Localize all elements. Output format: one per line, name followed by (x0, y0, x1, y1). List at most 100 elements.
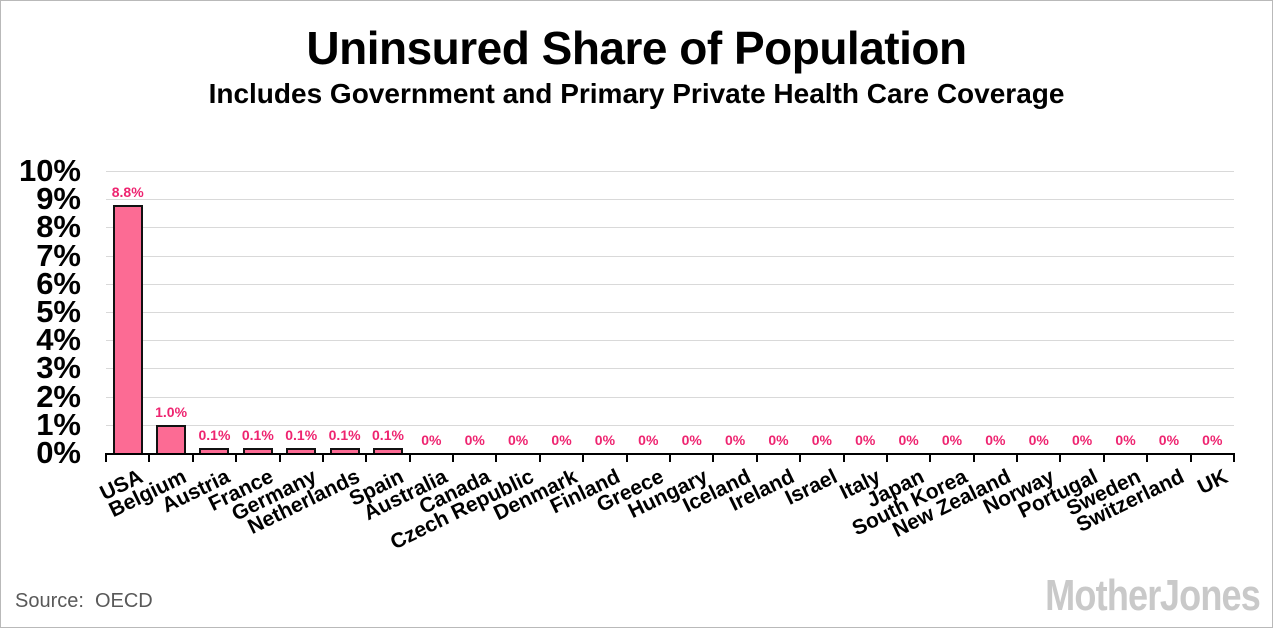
bar-cell: 0% (1191, 171, 1234, 453)
x-axis-tick (799, 453, 802, 462)
x-axis-category-label: UK (1194, 465, 1232, 499)
bar-cell: 0% (540, 171, 583, 453)
bar-value-label: 8.8% (111, 183, 144, 200)
bar-cell: 0% (974, 171, 1017, 453)
bar-value-label: 0% (724, 432, 746, 448)
y-axis-labels: 0% 1% 2% 3% 4% 5% 6% 7% 8% 9% 10% (1, 155, 81, 469)
x-axis-tick (452, 453, 455, 462)
bar-cell: 0% (757, 171, 800, 453)
x-axis-tick (191, 453, 194, 462)
gridline (106, 255, 1234, 257)
x-axis-tick (495, 453, 498, 462)
x-axis-tick (972, 453, 975, 462)
bar-value-label: 0.1% (328, 427, 361, 443)
bar-cell: 0% (1147, 171, 1190, 453)
chart-subtitle: Includes Government and Primary Private … (208, 78, 1065, 109)
mother-jones-logo: Mother Jones (1045, 571, 1261, 620)
y-axis-tick-label: 2% (36, 378, 81, 414)
plot-area: 8.8% 1.0% 0.1% 0.1% 0.1% 0.1% 0.1% 0% 0% 0% 0% 0% 0%… (105, 171, 1235, 462)
x-axis-tick (625, 453, 628, 462)
x-axis-tick (235, 453, 238, 462)
bar-cell: 0.1% (280, 171, 323, 453)
bar-value-label: 0% (421, 432, 442, 448)
bar-value-label: 0% (1202, 432, 1223, 448)
bar-value-label: 0% (811, 432, 832, 448)
y-axis-tick-label: 0% (36, 435, 81, 470)
bar-value-label: 0% (855, 432, 876, 448)
bar-cell: 0% (453, 171, 496, 453)
x-axis-tick (582, 453, 585, 462)
bar-cell: 8.8% (106, 171, 149, 453)
bar-cell: 0% (1104, 171, 1147, 453)
bar-cell: 1.0% (149, 171, 192, 453)
bar-value-label: 0.1% (241, 427, 274, 443)
bar-value-label: 0% (681, 432, 702, 448)
bar-cell: 0.1% (366, 171, 409, 453)
chart-title: Uninsured Share of Population (306, 22, 967, 74)
bar-value-label: 0% (508, 432, 529, 448)
gridline (106, 171, 1234, 172)
bar-value-label: 0% (594, 432, 616, 448)
bar-cell: 0% (844, 171, 887, 453)
x-axis-tick (321, 453, 324, 462)
bar (156, 424, 187, 453)
gridline (106, 227, 1234, 229)
x-axis-tick (1189, 453, 1192, 462)
bar-value-label: 0% (1072, 432, 1093, 448)
bar (372, 448, 403, 453)
source-value: OECD (94, 590, 153, 612)
bar (286, 448, 317, 453)
bar-value-label: 0.1% (372, 427, 404, 443)
y-axis-tick-label: 10% (18, 153, 81, 188)
gridline (106, 312, 1234, 313)
x-axis-tick (365, 453, 368, 462)
bar-value-label: 0.1% (285, 427, 318, 443)
gridline (106, 368, 1234, 370)
bar-value-label: 0% (898, 432, 919, 448)
bar-cell: 0% (713, 171, 756, 453)
y-axis-tick-label: 4% (36, 322, 81, 358)
x-axis-tick (712, 453, 715, 462)
x-axis-tick (1146, 453, 1149, 462)
bar-cell: 0% (1017, 171, 1060, 453)
x-axis-tick (842, 453, 845, 462)
x-axis-tick (278, 453, 281, 462)
gridline (106, 199, 1234, 201)
x-axis-tick (1102, 453, 1105, 462)
x-axis-tick (148, 453, 151, 462)
bar-value-label: 0.1% (198, 427, 231, 443)
bar-value-label: 0% (985, 432, 1006, 448)
bar-cell: 0.1% (236, 171, 279, 453)
bar-cell: 0% (583, 171, 626, 453)
x-axis-labels: USA Belgium Austria France Germany Netherland… (97, 453, 1234, 578)
bar-cell: 0% (887, 171, 930, 453)
gridline (106, 396, 1234, 398)
bar (329, 448, 360, 453)
bar-value-label: 0% (1028, 432, 1049, 448)
bar-value-label: 0% (941, 432, 963, 448)
bar-value-label: 0% (1158, 432, 1180, 448)
bar-cell: 0% (627, 171, 670, 453)
bar-cell: 0% (930, 171, 973, 453)
bar-value-label: 0% (464, 432, 485, 448)
gridline (106, 424, 1234, 426)
x-axis-tick (408, 453, 411, 462)
source-note: Source: OECD (15, 590, 153, 613)
bar-value-label: 0% (551, 432, 572, 448)
source-label: Source: (15, 590, 84, 612)
bar (112, 204, 143, 453)
y-axis-tick-label: 3% (36, 350, 81, 386)
bar-cell: 0% (800, 171, 843, 453)
x-axis-tick (669, 453, 671, 462)
x-axis-tick (1016, 453, 1019, 462)
y-axis-tick-label: 5% (36, 294, 81, 329)
y-axis-tick-label: 8% (36, 209, 81, 245)
x-axis-tick (929, 453, 932, 462)
bar-value-label: 0% (768, 432, 789, 448)
bar-value-label: 0% (638, 432, 659, 448)
bar-cell: 0.1% (193, 171, 236, 453)
y-axis-tick-label: 9% (36, 181, 81, 217)
x-axis-tick (105, 453, 107, 462)
bar-cell: 0% (1060, 171, 1103, 453)
